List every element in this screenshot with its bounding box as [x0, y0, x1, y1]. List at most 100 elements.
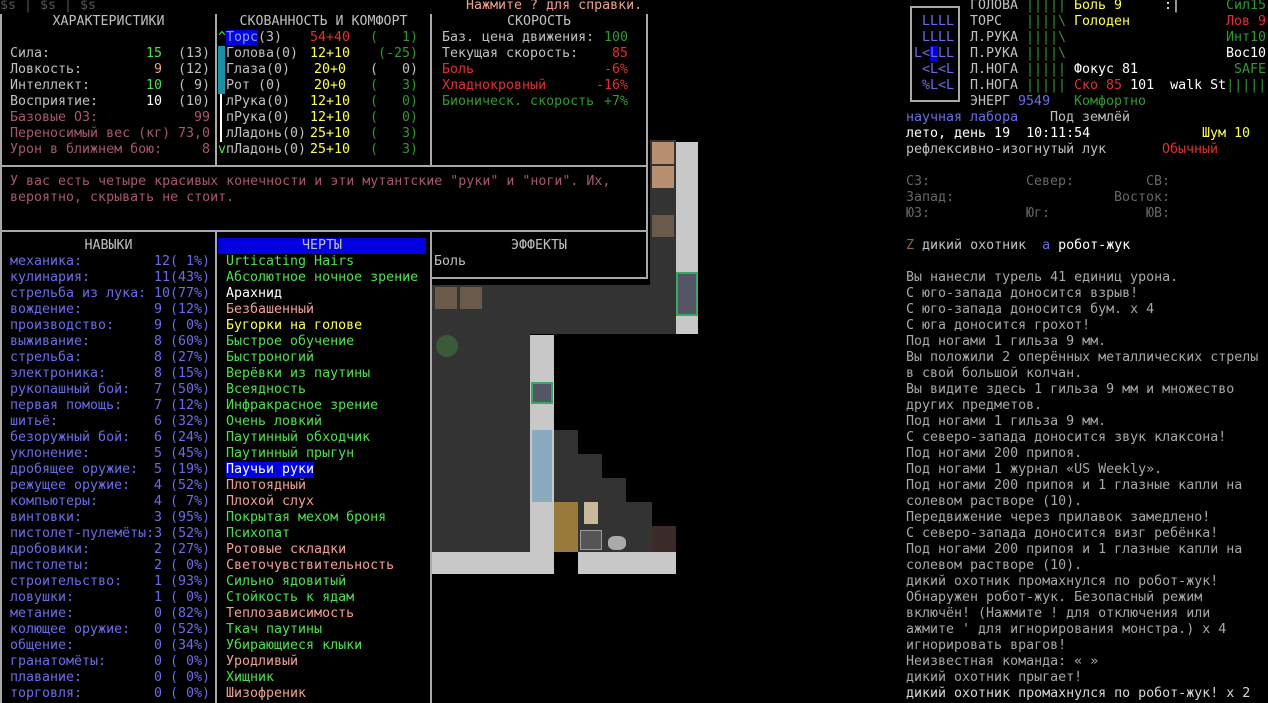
trait-row[interactable]: Паучьи руки	[226, 462, 315, 478]
trait-row[interactable]: Urticating Hairs	[226, 254, 354, 270]
encumbrance-row[interactable]: ^ Торс(3) 54+40( 1)	[218, 30, 418, 46]
trait-row[interactable]: Ткач паутины	[226, 622, 322, 638]
body-glyph: LLLL	[922, 14, 955, 29]
skill-row[interactable]: дробящее оружие: 5 (19%)	[10, 462, 210, 478]
door[interactable]	[531, 382, 553, 404]
trait-row[interactable]: Уродливый	[226, 654, 298, 670]
skill-row[interactable]: пистолет-пулемёты: 3 (52%)	[10, 526, 210, 542]
trait-row[interactable]: Быстрое обучение	[226, 334, 354, 350]
encumbrance-row[interactable]: лРука(0) 12+10( 0)	[218, 94, 418, 110]
message-line: включён! (Нажмите ! для отключения или	[906, 606, 1211, 621]
skill-row[interactable]: стрельба: 8 (27%)	[10, 350, 210, 366]
trait-row[interactable]: Плохой слух	[226, 494, 314, 510]
skill-name: колющее оружие:	[10, 622, 131, 637]
scrollbar-track[interactable]	[220, 94, 222, 142]
skill-row[interactable]: первая помощь: 7 (12%)	[10, 398, 210, 414]
skill-row[interactable]: строительство: 1 (93%)	[10, 574, 210, 590]
skill-name: строительство:	[10, 574, 123, 589]
skill-row[interactable]: винтовки: 3 (95%)	[10, 510, 210, 526]
trait-row[interactable]: Всеядность	[226, 382, 306, 398]
skill-row[interactable]: рукопашный бой: 7 (50%)	[10, 382, 210, 398]
comfort: ( 3)	[369, 78, 418, 93]
skill-row[interactable]: механика: 12( 1%)	[10, 254, 210, 270]
trait-row[interactable]: Светочувствительность	[226, 558, 394, 574]
scrollbar-thumb[interactable]	[218, 46, 225, 94]
trait-row[interactable]: Арахнид	[226, 286, 282, 302]
skill-row[interactable]: общение: 0 (34%)	[10, 638, 210, 654]
trait-row[interactable]: Теплозависимость	[226, 606, 354, 622]
trait-row[interactable]: Плотоядный	[226, 478, 306, 494]
skill-row[interactable]: уклонение: 5 (45%)	[10, 446, 210, 462]
skill-row[interactable]: торговля: 0 ( 0%)	[10, 686, 210, 702]
skill-level: 9 ( 0%)	[153, 318, 210, 333]
message-line: Обнаружен робот-жук. Безопасный режим	[906, 590, 1203, 605]
skill-row[interactable]: плавание: 0 ( 0%)	[10, 670, 210, 686]
layers: (0)	[266, 110, 291, 125]
game-map[interactable]	[432, 110, 702, 580]
skill-row[interactable]: стрельба из лука: 10(77%)	[10, 286, 210, 302]
trait-row[interactable]: Шизофреник	[226, 686, 306, 702]
skill-row[interactable]: метание: 0 (82%)	[10, 606, 210, 622]
skill-name: электроника:	[10, 366, 107, 381]
skill-row[interactable]: режущее оружие: 4 (52%)	[10, 478, 210, 494]
trait-row[interactable]: Психопат	[226, 526, 290, 542]
trait-row[interactable]: Стойкость к ядам	[226, 590, 354, 606]
body-part: Глаза(0)	[226, 62, 298, 78]
skill-row[interactable]: шитьё: 6 (32%)	[10, 414, 210, 430]
trait-row[interactable]: Абсолютное ночное зрение	[226, 270, 418, 286]
effect-item[interactable]: Боль	[434, 254, 467, 269]
move-mode[interactable]: walk	[1170, 78, 1203, 93]
trait-row[interactable]: Ротовые складки	[226, 542, 346, 558]
skill-row[interactable]: пистолеты: 2 ( 0%)	[10, 558, 210, 574]
trait-row[interactable]: Инфракрасное зрение	[226, 398, 378, 414]
door[interactable]	[676, 272, 698, 316]
encumbrance-row[interactable]: Рот (0) 20+0( 3)	[218, 78, 418, 94]
encumbrance-title: СКОВАННОСТЬ И КОМФОРТ	[239, 14, 408, 29]
encumbrance-row[interactable]: Глаза(0) 20+0( 0)	[218, 62, 418, 78]
message-line: дикий охотник промахнулся по робот-жук! …	[906, 686, 1251, 701]
skill-row[interactable]: безоружный бой: 6 (24%)	[10, 430, 210, 446]
traits-title[interactable]: ЧЕРТЫ	[218, 238, 426, 254]
skill-row[interactable]: гранатомёты: 0 ( 0%)	[10, 654, 210, 670]
trait-row[interactable]: Безбашенный	[226, 302, 314, 318]
trait-row[interactable]: Хищник	[226, 670, 274, 686]
skill-row[interactable]: кулинария: 11(43%)	[10, 270, 210, 286]
message-line: в свой большой колчан.	[906, 366, 1083, 381]
encumbrance-row[interactable]: лЛадонь(0) 25+10 ( 3)	[218, 126, 418, 142]
stat-int: Инт10	[1226, 30, 1267, 45]
encumbrance-row[interactable]: Голова(0) 12+10 (-25)	[218, 46, 418, 62]
message-line: С юго-запада доносится бум. x 4	[906, 302, 1155, 317]
body-part-name: лЛадонь	[226, 126, 283, 141]
safe-mode[interactable]: SAFE	[1234, 62, 1267, 77]
trait-row[interactable]: Верёвки из паутины	[226, 366, 370, 382]
weapon-mode[interactable]: Обычный	[1162, 142, 1219, 157]
skill-name: стрельба из лука:	[10, 286, 147, 301]
trait-row[interactable]: Бугорки на голове	[226, 318, 362, 334]
weapon[interactable]: рефлексивно-изогнутый лук	[906, 142, 1107, 157]
skill-row[interactable]: электроника: 8 (15%)	[10, 366, 210, 382]
trait-row[interactable]: Быстроногий	[226, 350, 314, 366]
skill-row[interactable]: дробовики: 2 (27%)	[10, 542, 210, 558]
trait-row[interactable]: Паутинный обходчик	[226, 430, 370, 446]
skill-row[interactable]: производство: 9 ( 0%)	[10, 318, 210, 334]
trait-row[interactable]: Сильно ядовитый	[226, 574, 346, 590]
trait-name: Теплозависимость	[226, 606, 355, 621]
message-line: ажмите ' для игнорирования монстра.) x 4	[906, 622, 1227, 637]
skill-level: 9 (12%)	[153, 302, 210, 317]
skill-row[interactable]: ловушки: 1 ( 0%)	[10, 590, 210, 606]
monster-icon[interactable]	[608, 536, 626, 550]
skill-level: 10(77%)	[153, 286, 210, 301]
scroll-marker	[218, 126, 226, 142]
skill-row[interactable]: колющее оружие: 0 (52%)	[10, 622, 210, 638]
skill-row[interactable]: вождение: 9 (12%)	[10, 302, 210, 318]
stat-label: Базовые ОЗ:	[10, 110, 99, 125]
message-line: Под ногами 200 припоя и 1 глазные капли …	[906, 542, 1243, 557]
trait-row[interactable]: Паутинный прыгун	[226, 446, 354, 462]
trait-row[interactable]: Очень ловкий	[226, 414, 322, 430]
trait-row[interactable]: Убирающиеся клыки	[226, 638, 362, 654]
trait-row[interactable]: Покрытая мехом броня	[226, 510, 386, 526]
encumbrance-row[interactable]: пРука(0) 12+10( 0)	[218, 110, 418, 126]
skill-row[interactable]: выживание: 8 (60%)	[10, 334, 210, 350]
skill-row[interactable]: компьютеры: 4 ( 7%)	[10, 494, 210, 510]
encumbrance-row[interactable]: v пЛадонь(0) 25+10 ( 3)	[218, 142, 418, 158]
